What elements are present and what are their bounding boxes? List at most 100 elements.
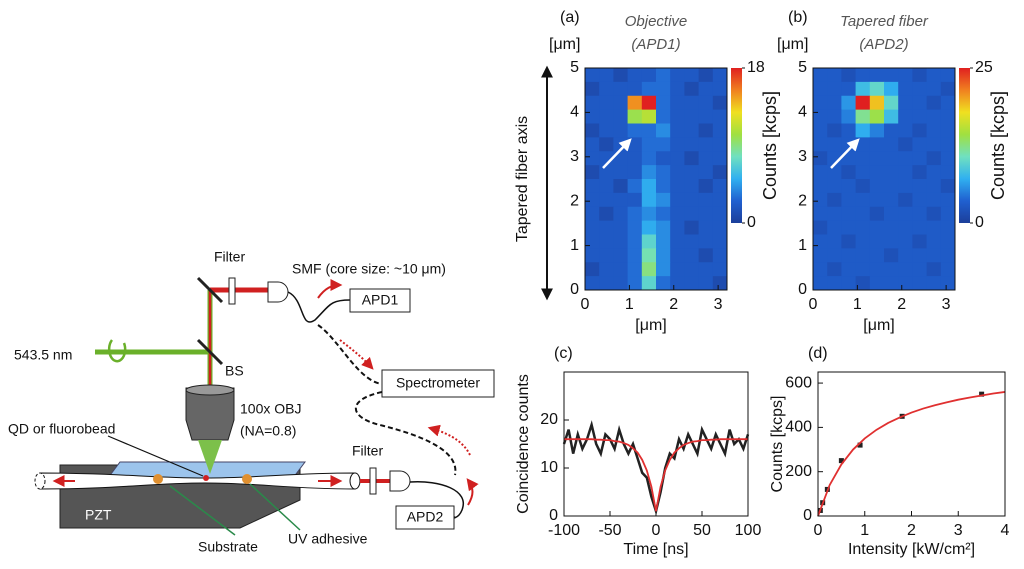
- heat-cell: [841, 109, 857, 124]
- heat-cell: [684, 192, 700, 208]
- heat-cell: [940, 165, 956, 180]
- heat-cell: [627, 68, 643, 83]
- heat-cell: [869, 68, 885, 83]
- heat-cell: [869, 276, 885, 291]
- panel-title: Objective: [625, 13, 688, 30]
- heat-cell: [627, 123, 643, 138]
- heat-cell: [641, 68, 657, 83]
- heat-cell: [926, 262, 942, 277]
- heat-cell: [627, 137, 643, 152]
- heat-cell: [599, 220, 614, 235]
- heat-cell: [670, 179, 685, 194]
- heat-cell: [898, 151, 913, 166]
- heat-cell: [712, 81, 728, 97]
- x-tick-label: 2: [669, 296, 678, 313]
- heat-cell: [613, 248, 629, 263]
- heat-cell: [599, 262, 614, 277]
- heat-cell: [884, 95, 899, 111]
- heat-cell: [827, 81, 842, 97]
- heat-cell: [670, 137, 685, 152]
- heat-cell: [841, 262, 857, 277]
- y-tick-label: 5: [798, 59, 807, 76]
- heat-cell: [841, 220, 857, 235]
- x-tick-label: 3: [942, 296, 951, 313]
- heat-cell: [627, 276, 643, 291]
- heat-cell: [613, 192, 629, 208]
- heat-cell: [712, 165, 728, 180]
- heat-cell: [613, 165, 629, 180]
- heat-cell: [827, 248, 842, 263]
- heat-cell: [627, 234, 643, 249]
- heat-cell: [827, 95, 842, 111]
- heat-cell: [698, 206, 714, 222]
- heat-cell: [813, 192, 828, 208]
- heat-cell: [684, 276, 700, 291]
- heat-cell: [627, 262, 643, 277]
- heat-cell: [599, 206, 614, 222]
- heat-cell: [841, 179, 857, 194]
- x-label: [μm]: [863, 317, 894, 334]
- heat-cell: [813, 151, 828, 166]
- heat-cell: [841, 248, 857, 263]
- heat-cell: [898, 206, 913, 222]
- heat-cell: [869, 234, 885, 249]
- heat-cell: [926, 81, 942, 97]
- y-tick-label: 3: [570, 148, 579, 165]
- heat-cell: [855, 206, 871, 222]
- heat-cell: [670, 123, 685, 138]
- heat-cell: [613, 276, 629, 291]
- heat-cell: [599, 137, 614, 152]
- heat-cell: [898, 192, 913, 208]
- heat-cell: [641, 220, 657, 235]
- heat-cell: [698, 220, 714, 235]
- heat-cell: [898, 68, 913, 83]
- heat-cell: [627, 81, 643, 97]
- heat-cell: [940, 248, 956, 263]
- adhesive-label: UV adhesive: [288, 531, 368, 547]
- heat-cell: [585, 123, 600, 138]
- heat-cell: [940, 192, 956, 208]
- heat-cell: [912, 192, 928, 208]
- heat-cell: [712, 220, 728, 235]
- heat-cell: [641, 179, 657, 194]
- y-unit: [μm]: [549, 36, 580, 53]
- y-tick-label: 1: [798, 237, 807, 254]
- heat-cell: [698, 109, 714, 124]
- panel-label: (c): [554, 345, 573, 362]
- heat-cell: [827, 165, 842, 180]
- heat-cell: [627, 179, 643, 194]
- heat-cell: [613, 123, 629, 138]
- heat-cell: [855, 262, 871, 277]
- x-tick-label: 50: [693, 522, 711, 539]
- heat-cell: [813, 68, 828, 83]
- heat-cell: [813, 220, 828, 235]
- heat-cell: [656, 234, 671, 249]
- heat-cell: [599, 165, 614, 180]
- heat-cell: [855, 276, 871, 291]
- x-tick-label: 0: [652, 522, 661, 539]
- heat-cell: [656, 206, 671, 222]
- plot-frame: [812, 67, 956, 291]
- heat-cell: [712, 262, 728, 277]
- heat-cell: [627, 151, 643, 166]
- heat-cell: [585, 81, 600, 97]
- heat-cell: [670, 109, 685, 124]
- heat-cell: [940, 151, 956, 166]
- heat-cell: [869, 206, 885, 222]
- heat-cell: [912, 234, 928, 249]
- heat-cell: [698, 68, 714, 83]
- y-tick-label: 4: [570, 104, 579, 121]
- heat-cell: [670, 165, 685, 180]
- heat-cell: [884, 220, 899, 235]
- heat-cell: [926, 206, 942, 222]
- heat-cell: [684, 206, 700, 222]
- heat-cell: [940, 68, 956, 83]
- heat-cell: [827, 262, 842, 277]
- heat-cell: [684, 109, 700, 124]
- heat-cell: [926, 220, 942, 235]
- heat-cell: [670, 95, 685, 111]
- heat-cell: [684, 81, 700, 97]
- heat-cell: [898, 95, 913, 111]
- heat-cell: [855, 109, 871, 124]
- heat-cell: [698, 137, 714, 152]
